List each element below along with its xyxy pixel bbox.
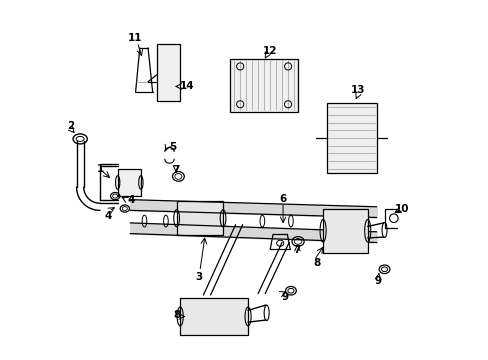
Text: 1: 1 — [97, 164, 104, 174]
Text: 8: 8 — [173, 310, 180, 320]
Text: 10: 10 — [394, 204, 409, 214]
Text: 3: 3 — [195, 272, 202, 282]
Text: 6: 6 — [279, 194, 286, 203]
Text: 9: 9 — [374, 276, 381, 286]
Bar — [326, 103, 376, 173]
Text: 4: 4 — [104, 211, 111, 221]
Text: 2: 2 — [67, 121, 75, 131]
Text: 5: 5 — [168, 142, 176, 152]
Text: 7: 7 — [293, 246, 301, 255]
Text: 7: 7 — [172, 165, 179, 175]
Text: 11: 11 — [128, 33, 142, 43]
Text: 13: 13 — [350, 85, 365, 95]
Text: 14: 14 — [179, 81, 194, 91]
Bar — [230, 59, 298, 112]
Bar — [157, 44, 180, 102]
Text: 8: 8 — [313, 258, 320, 268]
Bar — [176, 202, 223, 235]
Text: 9: 9 — [281, 292, 288, 302]
Bar — [118, 169, 141, 196]
Text: 4: 4 — [127, 195, 134, 204]
Bar — [323, 208, 367, 253]
Bar — [180, 298, 247, 336]
Text: 12: 12 — [263, 46, 277, 56]
